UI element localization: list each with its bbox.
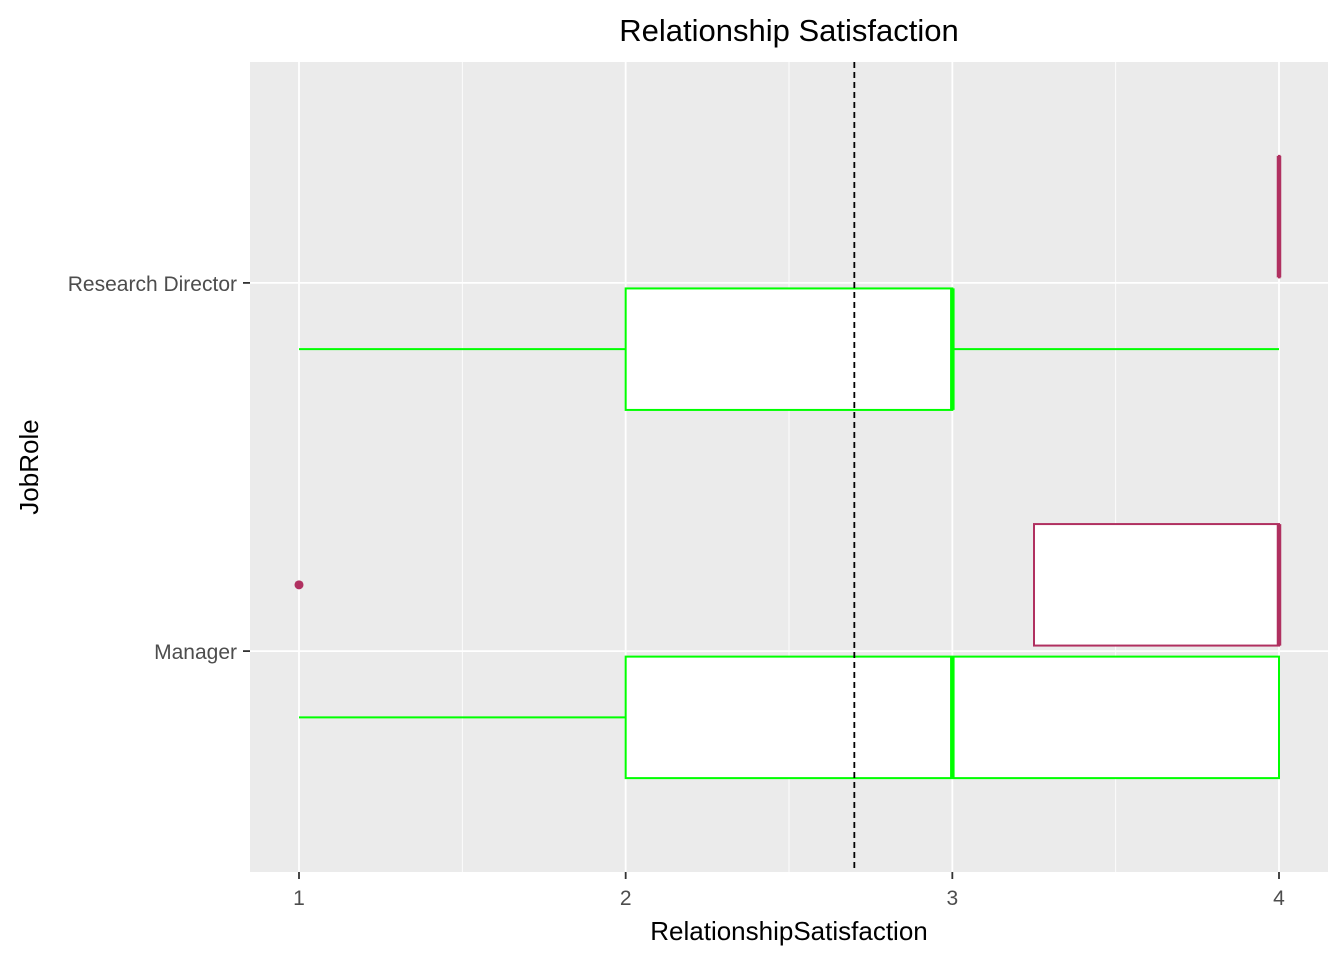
outlier-point (294, 580, 304, 590)
x-axis-title: RelationshipSatisfaction (650, 916, 928, 946)
x-tick-label: 2 (620, 887, 632, 910)
box-manager (294, 523, 1282, 647)
box-iqr (1033, 523, 1280, 647)
x-tick-label: 4 (1273, 887, 1285, 910)
y-tick-label: Manager (154, 641, 237, 664)
y-axis-title: JobRole (14, 419, 44, 514)
box-research-director (1276, 154, 1282, 279)
box-layer (294, 154, 1282, 780)
chart-title: Relationship Satisfaction (619, 13, 958, 48)
x-axis: 1 2 3 4 (293, 872, 1285, 910)
x-tick-label: 1 (293, 887, 305, 910)
y-tick-label: Research Director (68, 273, 237, 296)
y-axis: Manager Research Director (68, 273, 250, 664)
box-iqr (624, 287, 954, 411)
box-manager (299, 655, 1280, 780)
box-research-director (299, 287, 1279, 411)
x-tick-label: 3 (946, 887, 958, 910)
